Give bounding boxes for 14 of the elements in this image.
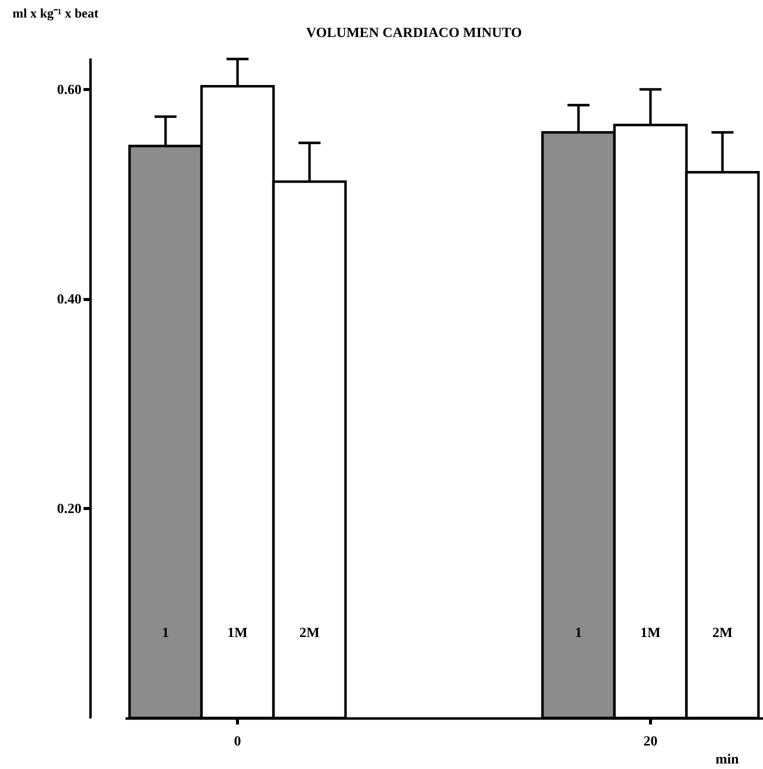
x-axis-title: min (716, 752, 740, 768)
series-label: 1M (227, 626, 248, 641)
series-label: 2M (712, 626, 733, 641)
chart-title: VOLUMEN CARDIACO MINUTO (306, 26, 522, 41)
text: 1 (574, 626, 582, 641)
y-axis-title: ml x kg⁻¹ x beat (12, 6, 100, 20)
x-tick-label: 20 (643, 734, 658, 750)
series-label: 1 (162, 626, 170, 641)
y-tick-label: 0.20 (57, 502, 82, 517)
text: 2M (299, 626, 320, 641)
y-tick-label: 0.60 (57, 82, 82, 98)
y-tick-label: 0.40 (57, 292, 82, 308)
text: 1M (640, 626, 661, 641)
x-tick-label: 0 (234, 734, 242, 750)
